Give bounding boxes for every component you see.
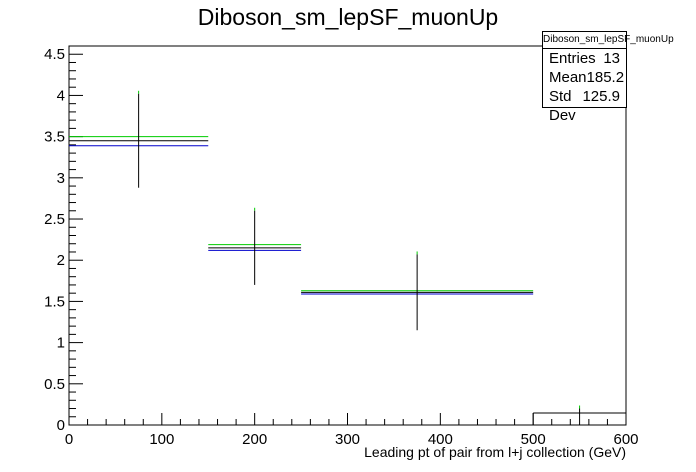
stats-box: Diboson_sm_lepSF_muonUp Entries 13 Mean … — [542, 31, 674, 124]
stats-row-stddev: Std Dev 125.9 — [543, 87, 626, 125]
x-tick-label: 0 — [65, 431, 73, 448]
y-tick-label: 0 — [57, 417, 65, 434]
stats-value-stddev: 125.9 — [582, 88, 620, 105]
y-tick-label: 2 — [57, 252, 65, 269]
y-tick-label: 1 — [57, 335, 65, 352]
y-tick-label: 4 — [57, 87, 65, 104]
y-tick-label: 0.5 — [44, 376, 65, 393]
y-tick-label: 2.5 — [44, 211, 65, 228]
x-tick-label: 300 — [335, 431, 360, 448]
stats-row-entries: Entries 13 — [543, 49, 626, 68]
x-tick-label: 200 — [242, 431, 267, 448]
x-tick-label: 500 — [521, 431, 546, 448]
stats-box-title: Diboson_sm_lepSF_muonUp — [543, 32, 674, 49]
stats-label-mean: Mean — [549, 69, 587, 86]
stats-value-entries: 13 — [603, 50, 620, 67]
chart-title: Diboson_sm_lepSF_muonUp — [197, 4, 499, 30]
x-tick-label: 400 — [428, 431, 453, 448]
y-tick-label: 3 — [57, 170, 65, 187]
stats-value-mean: 185.2 — [586, 69, 625, 86]
y-tick-label: 3.5 — [44, 129, 65, 146]
x-axis-label: Leading pt of pair from l+j collection (… — [364, 444, 626, 460]
stats-row-mean: Mean 185.2 — [543, 68, 626, 87]
x-tick-label: 600 — [613, 431, 638, 448]
y-tick-label: 1.5 — [44, 293, 65, 310]
y-tick-label: 4.5 — [44, 46, 65, 63]
stats-label-stddev: Std Dev — [549, 88, 576, 124]
stats-label-entries: Entries — [549, 50, 596, 67]
x-tick-label: 100 — [149, 431, 174, 448]
